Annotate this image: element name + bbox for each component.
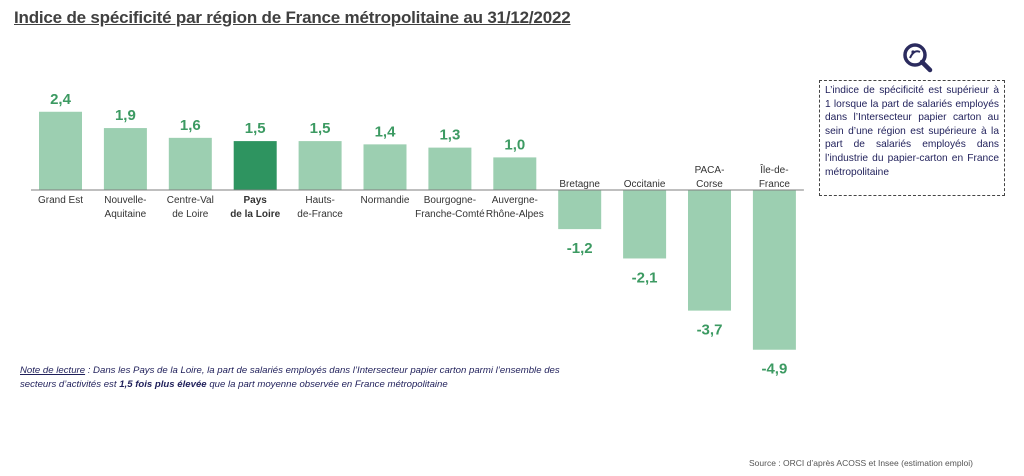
magnifier-info-icon [903, 43, 933, 73]
data-label: -2,1 [632, 269, 658, 286]
category-label: Grand Est [38, 195, 83, 206]
category-label: Île-de- [759, 163, 788, 176]
data-label: 1,0 [504, 136, 525, 153]
data-label: 1,9 [115, 107, 136, 124]
category-label: Auvergne- [492, 195, 538, 206]
data-label: 1,3 [439, 127, 460, 144]
category-label: de Loire [172, 209, 209, 220]
bar [103, 128, 147, 190]
data-label: 1,6 [180, 117, 201, 134]
category-label: de la Loire [230, 209, 280, 220]
bar [233, 141, 277, 190]
bar [623, 190, 667, 259]
bar [363, 144, 407, 190]
category-label: Nouvelle- [104, 195, 146, 206]
category-label: de-France [297, 209, 343, 220]
category-label: Bourgogne- [424, 195, 476, 206]
bar [428, 147, 472, 190]
bar [688, 190, 731, 311]
category-label: France [759, 179, 791, 190]
category-label: Rhône-Alpes [486, 209, 544, 220]
data-label: 1,5 [245, 120, 266, 137]
category-label: Pays [244, 195, 268, 206]
category-label: Corse [696, 179, 723, 190]
reading-note-text-1: : Dans les Pays de la Loire, la part de … [20, 365, 560, 390]
data-label: 2,4 [50, 91, 72, 108]
bar [298, 141, 342, 190]
category-label: Occitanie [624, 179, 666, 190]
category-label: Normandie [361, 195, 410, 206]
reading-note-label: Note de lecture [20, 365, 86, 376]
data-label: -4,9 [761, 361, 787, 378]
data-label: 1,5 [310, 120, 331, 137]
category-label: Centre-Val [167, 195, 214, 206]
data-label: -3,7 [697, 322, 723, 339]
bar [493, 157, 537, 190]
info-box: L’indice de spécificité est supérieur à … [819, 80, 1005, 196]
category-label: Bretagne [559, 179, 600, 190]
bar [558, 190, 602, 230]
category-label: Aquitaine [105, 209, 147, 220]
data-label: -1,2 [567, 240, 593, 257]
bar [168, 137, 212, 190]
reading-note-emphasis: 1,5 fois plus élevée [119, 379, 207, 390]
data-label: 1,4 [375, 123, 397, 140]
reading-note-text-2: que la part moyenne observée en France m… [206, 379, 448, 390]
source-note: Source : ORCI d’après ACOSS et Insee (es… [749, 458, 973, 468]
chart-title: Indice de spécificité par région de Fran… [14, 8, 571, 27]
category-label: Hauts- [305, 195, 334, 206]
reading-note: Note de lecture : Dans les Pays de la Lo… [20, 364, 560, 392]
category-label: Franche-Comté [415, 209, 485, 220]
bar [39, 111, 82, 190]
category-label: PACA- [695, 165, 725, 176]
bar [752, 190, 796, 350]
